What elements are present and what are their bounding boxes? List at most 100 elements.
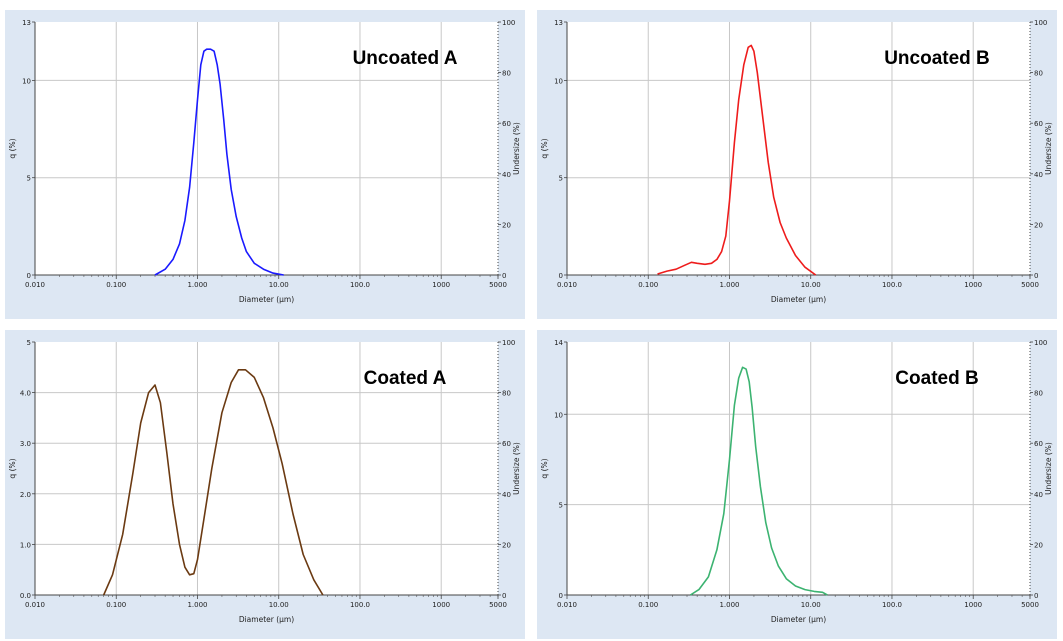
- x-tick-label: 1.000: [719, 281, 739, 289]
- y2-tick-label: 40: [502, 491, 511, 499]
- x-axis-label: Diameter (µm): [239, 615, 294, 624]
- y-tick-label: 10: [22, 77, 31, 85]
- y-tick-label: 13: [22, 19, 31, 27]
- x-axis-label: Diameter (µm): [771, 295, 826, 304]
- y-tick-label: 0: [559, 592, 563, 600]
- y2-tick-label: 0: [502, 592, 506, 600]
- chart-panel-coated-b: 0.010 0.100 1.000 10.00 100.0 1000 5000 0 5 10 14 0…: [537, 330, 1057, 639]
- chart-title: Coated A: [364, 368, 447, 389]
- y-tick-label: 0: [559, 272, 563, 280]
- series-line: [689, 366, 828, 596]
- x-tick-label: 1000: [964, 281, 982, 289]
- y2-tick-label: 100: [502, 339, 515, 347]
- x-tick-label: 0.010: [25, 601, 45, 609]
- x-tick-label: 0.010: [557, 281, 577, 289]
- x-tick-label: 5000: [1021, 601, 1039, 609]
- y2-tick-label: 80: [1034, 390, 1043, 398]
- y-axis-label: q (%): [540, 138, 549, 158]
- x-tick-label: 100.0: [350, 601, 370, 609]
- chart-panel-uncoated-b: 0.010 0.100 1.000 10.00 100.0 1000 5000 0 5 10 13 0…: [537, 10, 1057, 319]
- x-tick-label: 0.100: [106, 601, 126, 609]
- y-tick-label: 10: [554, 411, 563, 419]
- y-tick-label: 2.0: [20, 491, 31, 499]
- x-tick-label: 5000: [1021, 281, 1039, 289]
- y2-tick-label: 60: [1034, 440, 1043, 448]
- x-tick-label: 0.010: [25, 281, 45, 289]
- y-tick-label: 5: [559, 502, 563, 510]
- series-line: [102, 368, 324, 596]
- chart-title: Uncoated A: [353, 48, 458, 69]
- y-tick-label: 5: [559, 175, 563, 183]
- y2-tick-label: 80: [502, 390, 511, 398]
- y2-tick-label: 0: [502, 272, 506, 280]
- x-tick-label: 5000: [489, 281, 507, 289]
- chart-title: Coated B: [895, 368, 978, 389]
- y-tick-label: 1.0: [20, 541, 31, 549]
- chart-svg: 0.010 0.100 1.000 10.00 100.0 1000 50000510130…: [540, 19, 1053, 304]
- y-tick-label: 10: [554, 77, 563, 85]
- y2-tick-label: 0: [1034, 592, 1038, 600]
- x-tick-label: 10.00: [801, 601, 821, 609]
- plot-area: [567, 342, 1030, 595]
- x-tick-label: 1000: [964, 601, 982, 609]
- x-tick-label: 0.100: [106, 281, 126, 289]
- y-axis-label: q (%): [8, 138, 17, 158]
- series-line: [154, 48, 284, 276]
- plot-area: [35, 22, 498, 275]
- y2-tick-label: 20: [1034, 541, 1043, 549]
- plot-area: [567, 22, 1030, 275]
- x-tick-label: 10.00: [269, 601, 289, 609]
- y2-tick-label: 100: [502, 19, 515, 27]
- y2-tick-label: 40: [502, 171, 511, 179]
- y2-tick-label: 100: [1034, 339, 1047, 347]
- y2-tick-label: 60: [502, 120, 511, 128]
- y2-tick-label: 20: [502, 541, 511, 549]
- x-tick-label: 1.000: [187, 281, 207, 289]
- y2-tick-label: 80: [1034, 70, 1043, 78]
- y2-axis-label: Undersize (%): [1044, 122, 1053, 175]
- y2-axis-label: Undersize (%): [512, 442, 521, 495]
- y-tick-label: 5: [27, 339, 31, 347]
- y-tick-label: 13: [554, 19, 563, 27]
- y2-tick-label: 20: [1034, 221, 1043, 229]
- y2-tick-label: 0: [1034, 272, 1038, 280]
- chart-svg: 0.010 0.100 1.000 10.00 100.0 1000 50000510140…: [540, 339, 1053, 624]
- x-axis-label: Diameter (µm): [239, 295, 294, 304]
- x-tick-label: 5000: [489, 601, 507, 609]
- chart-title: Uncoated B: [884, 48, 990, 69]
- x-tick-label: 100.0: [882, 281, 902, 289]
- y2-tick-label: 20: [502, 221, 511, 229]
- y-tick-label: 4.0: [20, 390, 31, 398]
- x-tick-label: 100.0: [350, 281, 370, 289]
- y-axis-label: q (%): [540, 458, 549, 478]
- x-tick-label: 0.100: [638, 601, 658, 609]
- y2-tick-label: 60: [502, 440, 511, 448]
- x-tick-label: 0.100: [638, 281, 658, 289]
- chart-svg: 0.010 0.100 1.000 10.00 100.0 1000 50000510130…: [8, 19, 521, 304]
- y-tick-label: 14: [554, 339, 563, 347]
- y2-axis-label: Undersize (%): [1044, 442, 1053, 495]
- x-tick-label: 1000: [432, 281, 450, 289]
- y-tick-label: 0: [27, 272, 31, 280]
- x-tick-label: 10.00: [801, 281, 821, 289]
- y2-axis-label: Undersize (%): [512, 122, 521, 175]
- y2-tick-label: 80: [502, 70, 511, 78]
- y-tick-label: 3.0: [20, 440, 31, 448]
- plot-area: [35, 342, 498, 595]
- x-axis-label: Diameter (µm): [771, 615, 826, 624]
- y2-tick-label: 60: [1034, 120, 1043, 128]
- series-line: [657, 44, 817, 276]
- y-tick-label: 0.0: [20, 592, 31, 600]
- y2-tick-label: 100: [1034, 19, 1047, 27]
- y2-tick-label: 40: [1034, 171, 1043, 179]
- x-tick-label: 1.000: [719, 601, 739, 609]
- chart-panel-uncoated-a: 0.010 0.100 1.000 10.00 100.0 1000 5000 0 5 10 13 0…: [5, 10, 525, 319]
- y-axis-label: q (%): [8, 458, 17, 478]
- x-tick-label: 0.010: [557, 601, 577, 609]
- x-tick-label: 10.00: [269, 281, 289, 289]
- chart-svg: 0.010 0.100 1.000 10.00 100.0 1000 50000.01.02…: [8, 339, 521, 624]
- x-tick-label: 1.000: [187, 601, 207, 609]
- x-tick-label: 1000: [432, 601, 450, 609]
- y-tick-label: 5: [27, 175, 31, 183]
- chart-panel-coated-a: 0.010 0.100 1.000 10.00 100.0 1000 5000 0.0 1.0 2…: [5, 330, 525, 639]
